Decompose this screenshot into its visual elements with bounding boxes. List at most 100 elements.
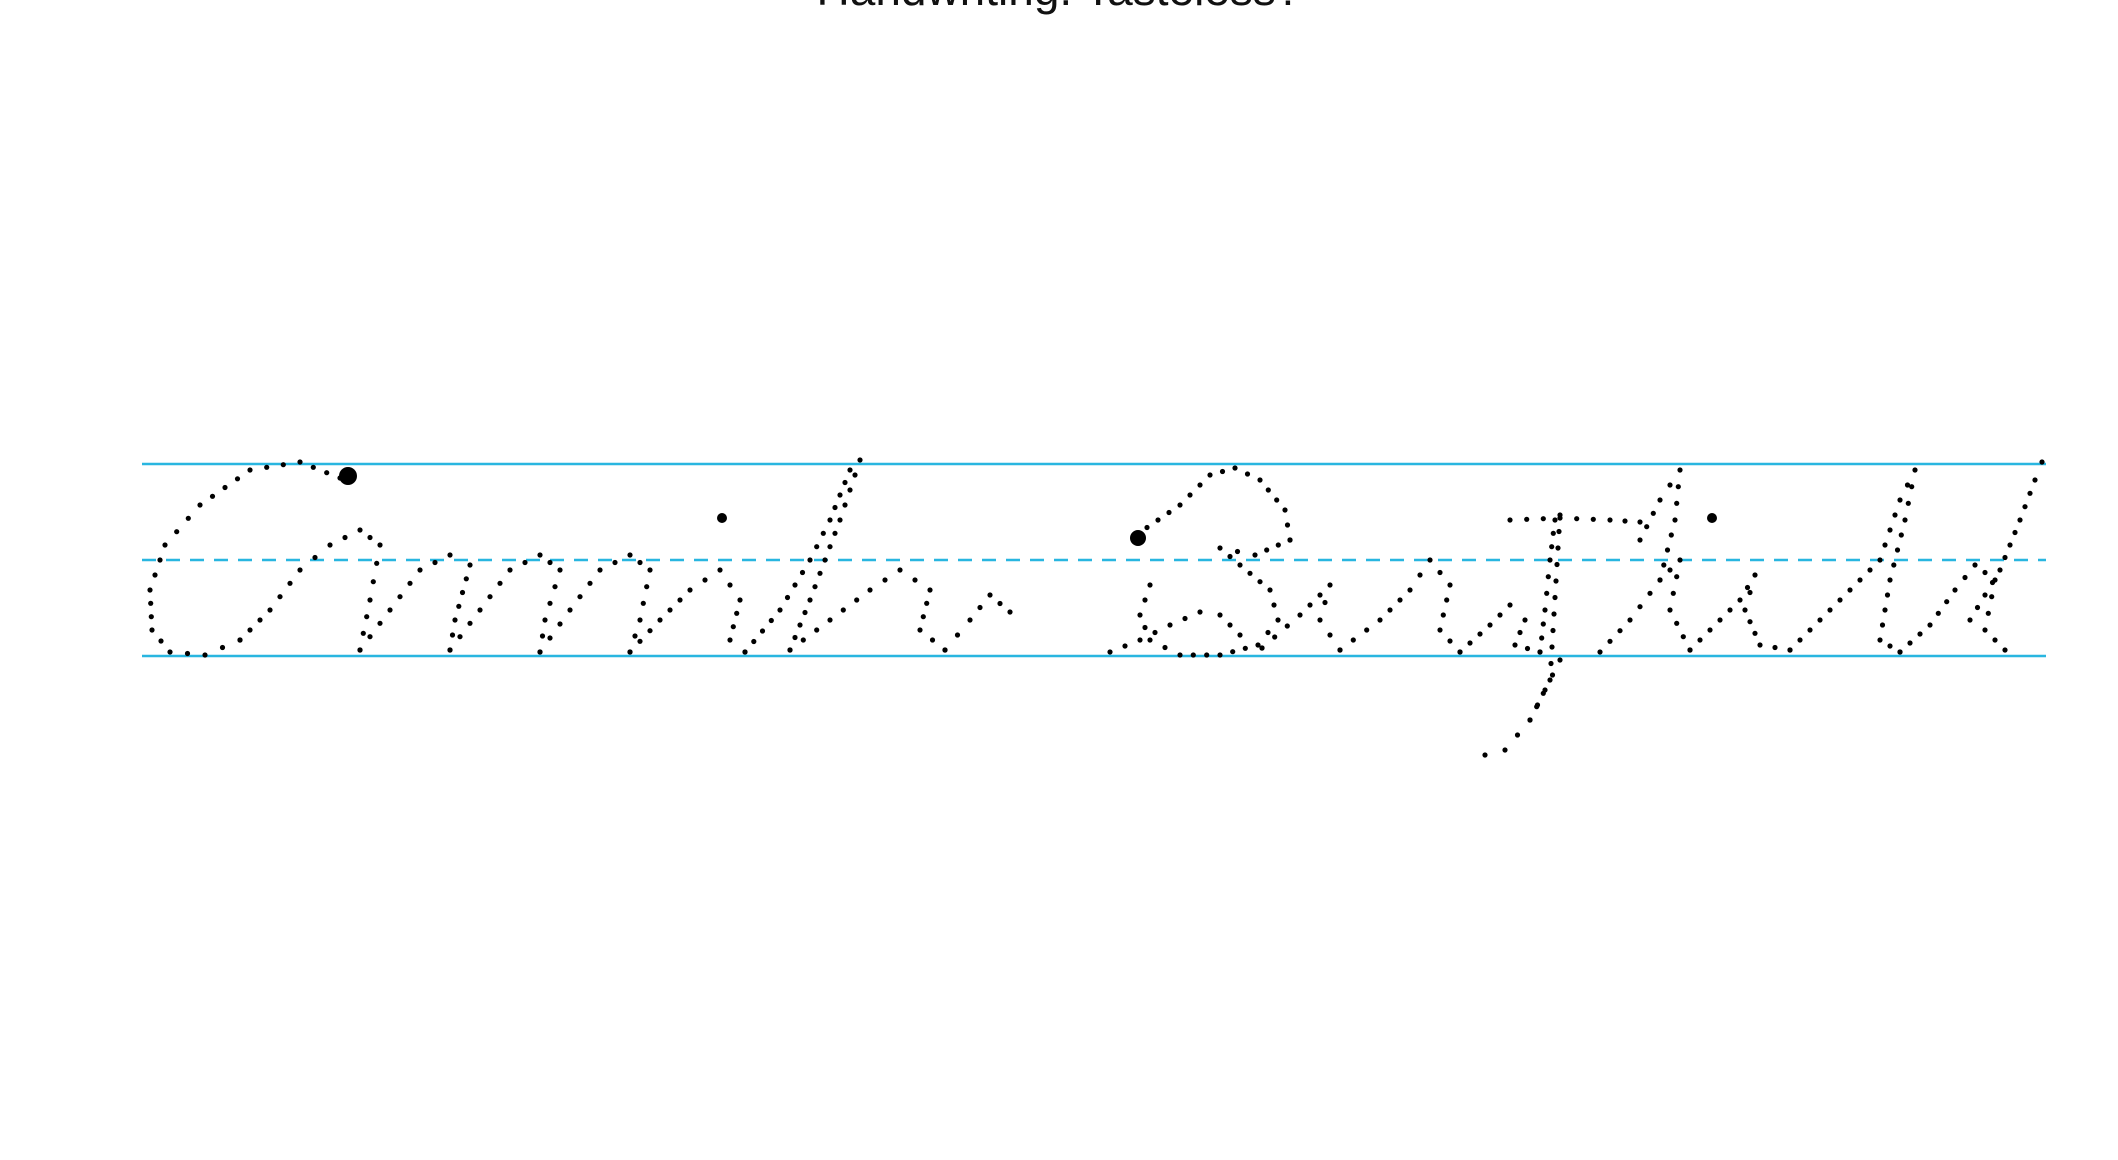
- trace-dot: [1282, 507, 1288, 513]
- trace-dot: [814, 544, 820, 550]
- trace-dot: [2007, 542, 2013, 548]
- trace-dot: [1227, 553, 1233, 560]
- trace-dot: [327, 542, 333, 548]
- trace-dot: [1552, 517, 1558, 523]
- trace-dot: [1857, 577, 1863, 583]
- trace-dot: [2002, 647, 2008, 653]
- trace-dot: [799, 569, 806, 576]
- trace-dot: [1267, 587, 1273, 593]
- trace-dot: [929, 637, 936, 643]
- trace-dot: [456, 603, 462, 609]
- trace-dot: [677, 597, 683, 603]
- trace-dot: [842, 479, 848, 486]
- trace-dot: [1687, 647, 1693, 653]
- trace-dot: [1544, 590, 1550, 596]
- trace-dot: [1107, 649, 1113, 655]
- trace-dot: [954, 632, 961, 638]
- trace-dot: [1444, 597, 1450, 603]
- trace-dot: [807, 557, 813, 563]
- trace-dot: [1177, 652, 1183, 658]
- trace-dot: [1155, 517, 1161, 523]
- trace-dot: [637, 617, 643, 623]
- trace-dot: [357, 647, 363, 653]
- trace-dot: [787, 647, 793, 653]
- trace-dot: [1534, 702, 1541, 708]
- trace-dot: [280, 462, 286, 468]
- trace-dot: [612, 559, 618, 566]
- trace-dot: [1617, 628, 1623, 634]
- trace-dot: [627, 552, 633, 558]
- trace-dot: [257, 617, 263, 623]
- trace-dot: [812, 584, 818, 590]
- trace-dot: [158, 638, 164, 644]
- trace-dot: [1524, 645, 1531, 652]
- trace-dot: [487, 594, 493, 600]
- trace-dot: [1487, 622, 1493, 628]
- trace-dot: [174, 529, 180, 535]
- trace-dot: [1550, 627, 1556, 634]
- trace-dot: [247, 627, 253, 633]
- trace-dot: [1707, 627, 1713, 633]
- trace-dot: [1898, 532, 1904, 538]
- trace-dot: [2012, 529, 2018, 536]
- trace-dot: [1817, 617, 1823, 623]
- trace-dot: [1502, 747, 1508, 753]
- trace-dot: [1265, 487, 1271, 493]
- trace-dot: [1467, 640, 1473, 646]
- trace-dot: [147, 587, 153, 593]
- trace-dot: [1737, 597, 1743, 603]
- trace-dot: [597, 567, 603, 573]
- trace-dot: [854, 597, 860, 603]
- trace-dot: [1407, 587, 1413, 593]
- trace-dot: [2039, 459, 2045, 465]
- trace-dot: [827, 617, 833, 623]
- trace-dot: [1607, 638, 1613, 644]
- trace-dot: [687, 587, 693, 593]
- trace-dot: [1744, 584, 1751, 591]
- trace-dot: [1307, 602, 1313, 608]
- trace-dot: [1137, 612, 1143, 618]
- trace-dot: [162, 542, 168, 548]
- trace-dot: [1197, 482, 1203, 488]
- trace-dot: [1989, 579, 1996, 586]
- trace-dot: [447, 647, 453, 653]
- trace-dot: [1644, 524, 1650, 530]
- trace-dot: [1897, 497, 1903, 503]
- trace-dot: [377, 542, 383, 548]
- trace-dot: [1637, 537, 1643, 543]
- trace-dot: [827, 544, 833, 550]
- trace-dot: [1522, 617, 1528, 623]
- trace-dot: [1787, 647, 1793, 653]
- trace-dot: [1627, 617, 1633, 623]
- trace-dot: [1557, 515, 1563, 521]
- trace-dot: [1274, 497, 1280, 503]
- trace-dot: [912, 577, 918, 583]
- trace-dot: [1907, 640, 1913, 646]
- trace-dot: [452, 617, 458, 623]
- trace-dot: [1287, 537, 1293, 543]
- trace-dot: [1905, 500, 1911, 506]
- trace-dot: [847, 467, 853, 473]
- trace-dot: [467, 620, 473, 626]
- trace-dot: [627, 649, 633, 655]
- trace-dot: [727, 637, 733, 643]
- trace-dot: [1657, 497, 1663, 503]
- trace-dot: [447, 552, 453, 558]
- trace-dot: [1647, 590, 1653, 596]
- trace-dot: [1967, 617, 1973, 623]
- trace-dot: [387, 607, 393, 613]
- trace-dot: [1667, 607, 1673, 613]
- trace-dot: [202, 652, 208, 658]
- trace-dot: [1142, 624, 1148, 631]
- trace-dot: [1879, 622, 1886, 628]
- trace-dot: [377, 620, 383, 626]
- trace-dot: [357, 527, 363, 533]
- trace-dot: [552, 584, 558, 590]
- trace-dot: [942, 647, 948, 653]
- trace-dot: [497, 580, 503, 586]
- trace-dot: [637, 559, 643, 566]
- trace-dot: [1882, 542, 1888, 548]
- trace-dot: [1187, 492, 1193, 498]
- trace-dot: [1007, 609, 1013, 615]
- trace-dot: [1674, 574, 1680, 580]
